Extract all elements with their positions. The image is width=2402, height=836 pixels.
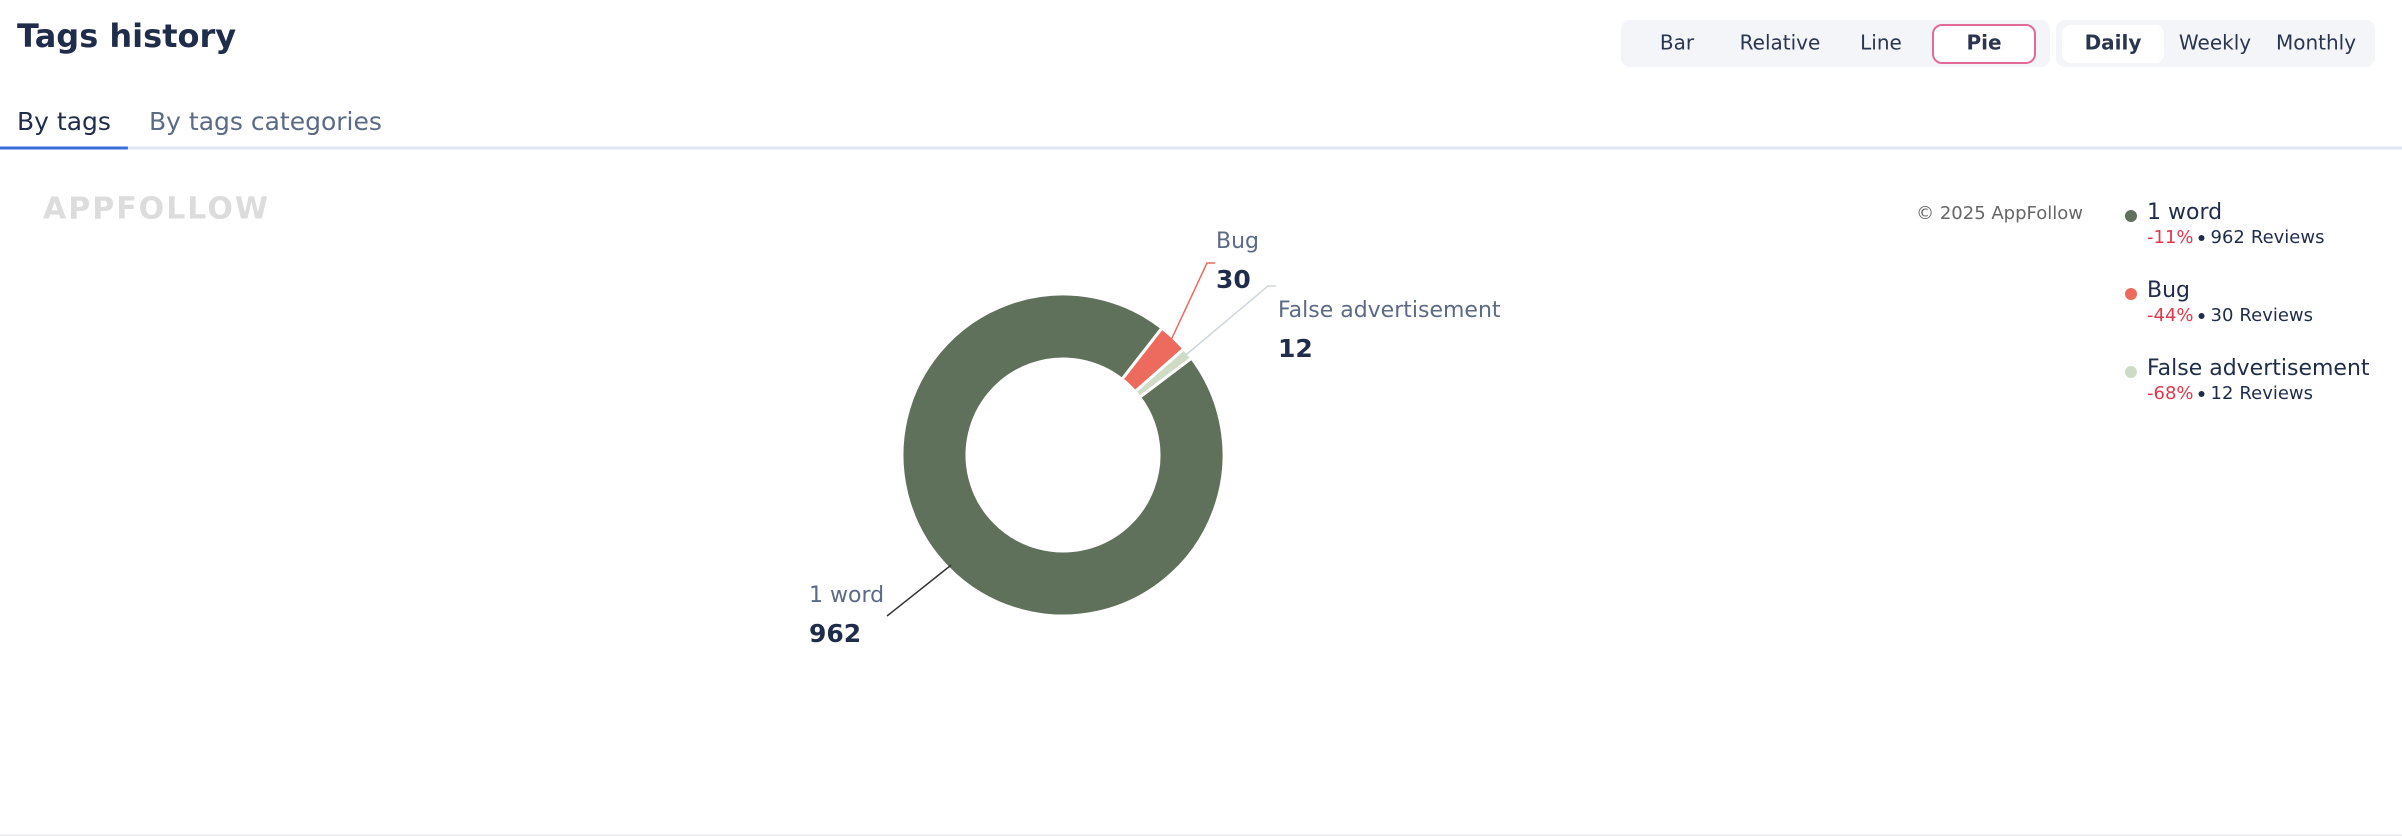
copyright: © 2025 AppFollow [1916,203,2083,224]
legend-unit: Reviews [2251,227,2325,248]
legend-change: -68% [2147,383,2194,404]
watermark: APPFOLLOW [43,192,270,227]
tab[interactable]: By tags [17,107,111,136]
period-active [2062,25,2164,63]
legend-change: -44% [2147,305,2194,326]
slice-label: Bug [1216,229,1259,254]
chart-type-button[interactable]: Relative [1740,31,1821,55]
period-button[interactable]: Monthly [2276,31,2356,55]
tab[interactable]: By tags categories [149,107,382,136]
pie-slice [900,292,1226,618]
legend-bullet [2198,313,2205,319]
legend-value: 30 [2211,305,2234,326]
chart-type-button[interactable]: Line [1860,31,1902,55]
slice-value: 30 [1216,265,1251,294]
legend-dot [2125,288,2137,300]
legend-value: 12 [2211,383,2234,404]
legend-dot [2125,210,2137,222]
slice-label: False advertisement [1278,298,1501,323]
page-title: Tags history [17,17,236,55]
legend-change: -11% [2147,227,2194,248]
pie-slice [1133,346,1194,400]
period-button[interactable]: Daily [2085,31,2142,55]
legend-bullet [2198,391,2205,397]
chart-type-button[interactable]: Bar [1660,31,1695,55]
legend-dot [2125,366,2137,378]
legend-unit: Reviews [2239,383,2313,404]
legend-unit: Reviews [2239,305,2313,326]
slice-value: 962 [809,619,861,648]
legend-value: 962 [2211,227,2245,248]
leader-line [1184,285,1276,357]
chart-type-button[interactable]: Pie [1966,31,2001,55]
legend-label: Bug [2147,278,2190,303]
chart-type-active [1932,24,2036,64]
leader-line [886,564,952,617]
legend-label: False advertisement [2147,356,2370,381]
slice-label: 1 word [809,583,884,608]
legend-bullet [2198,235,2205,241]
leader-line [1170,262,1215,342]
period-button[interactable]: Weekly [2179,31,2251,55]
legend-label: 1 word [2147,200,2222,225]
slice-value: 12 [1278,334,1313,363]
